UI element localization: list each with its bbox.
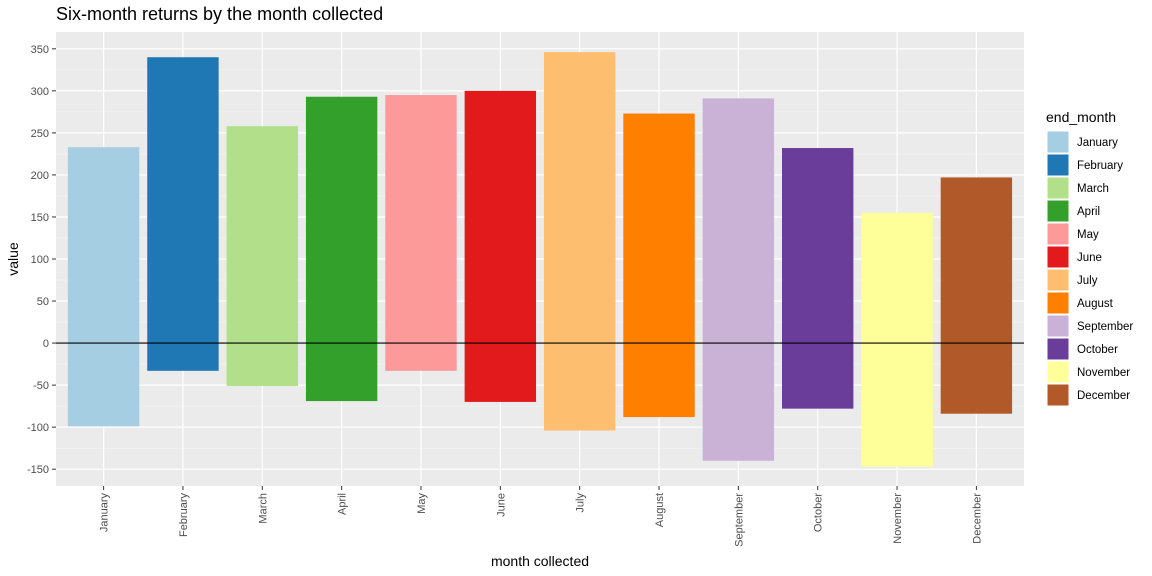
bar-january	[67, 147, 140, 427]
y-axis-title: value	[5, 242, 21, 276]
legend-label: September	[1077, 321, 1133, 333]
x-tick-label: May	[416, 493, 428, 514]
y-tick-label: 200	[31, 170, 49, 182]
x-tick-label: October	[813, 493, 825, 532]
legend-key-september	[1046, 314, 1070, 338]
x-tick-label: August	[654, 493, 666, 527]
y-axis: 350 300 250 200 150 100 50 0 -50 -100 -150	[27, 44, 56, 476]
y-tick-label: -150	[27, 464, 49, 476]
y-tick-label: 100	[31, 254, 49, 266]
legend-key-may	[1046, 222, 1070, 246]
legend-label: July	[1077, 275, 1098, 287]
x-tick-label: December	[971, 493, 983, 544]
legend-key-march	[1046, 176, 1070, 200]
bar-february	[147, 57, 219, 371]
bar-september	[702, 98, 775, 461]
bar-march	[226, 126, 298, 386]
legend-title: end_month	[1046, 109, 1116, 125]
y-tick-label: 350	[31, 44, 49, 56]
x-tick-label: March	[257, 493, 269, 524]
y-tick-label: 0	[43, 338, 49, 350]
legend-key-april	[1046, 199, 1070, 223]
x-axis-title: month collected	[491, 553, 589, 569]
x-tick-label: January	[99, 493, 111, 533]
x-tick-label: November	[892, 493, 904, 544]
legend-label: November	[1077, 367, 1130, 379]
bar-may	[385, 95, 457, 371]
legend-key-august	[1046, 291, 1070, 315]
legend-key-november	[1046, 360, 1070, 384]
legend-label: August	[1077, 298, 1114, 310]
x-tick-label: February	[178, 493, 190, 538]
bar-august	[623, 113, 695, 418]
x-tick-label: September	[733, 493, 745, 547]
x-axis: January February March April May June July Augu…	[99, 486, 983, 547]
legend-label: October	[1077, 344, 1118, 356]
x-tick-label: April	[337, 493, 349, 515]
legend-key-january	[1046, 130, 1070, 154]
x-tick-label: June	[495, 493, 507, 517]
legend-key-february	[1046, 153, 1070, 177]
legend-label: June	[1077, 252, 1102, 264]
bar-july	[543, 52, 616, 431]
legend-label: January	[1077, 137, 1118, 149]
y-tick-label: 300	[31, 86, 49, 98]
y-tick-label: 50	[37, 296, 49, 308]
bar-april	[305, 96, 378, 402]
legend-label: February	[1077, 160, 1123, 172]
chart-title: Six-month returns by the month collected	[56, 4, 383, 24]
legend-label: March	[1077, 183, 1109, 195]
legend: end_month January February March April May Ju…	[1046, 109, 1133, 407]
bar-october	[782, 148, 854, 409]
legend-key-july	[1046, 268, 1070, 292]
legend-key-june	[1046, 245, 1070, 269]
y-tick-label: 250	[31, 128, 49, 140]
bar-december	[940, 177, 1013, 414]
legend-label: May	[1077, 229, 1099, 241]
bar-june	[464, 90, 537, 402]
y-tick-label: 150	[31, 212, 49, 224]
legend-key-october	[1046, 337, 1070, 361]
y-tick-label: -50	[33, 380, 49, 392]
x-tick-label: July	[575, 493, 587, 513]
legend-key-december	[1046, 383, 1070, 407]
bar-november	[861, 212, 933, 467]
legend-label: April	[1077, 206, 1100, 218]
legend-label: December	[1077, 390, 1130, 402]
y-tick-label: -100	[27, 422, 49, 434]
